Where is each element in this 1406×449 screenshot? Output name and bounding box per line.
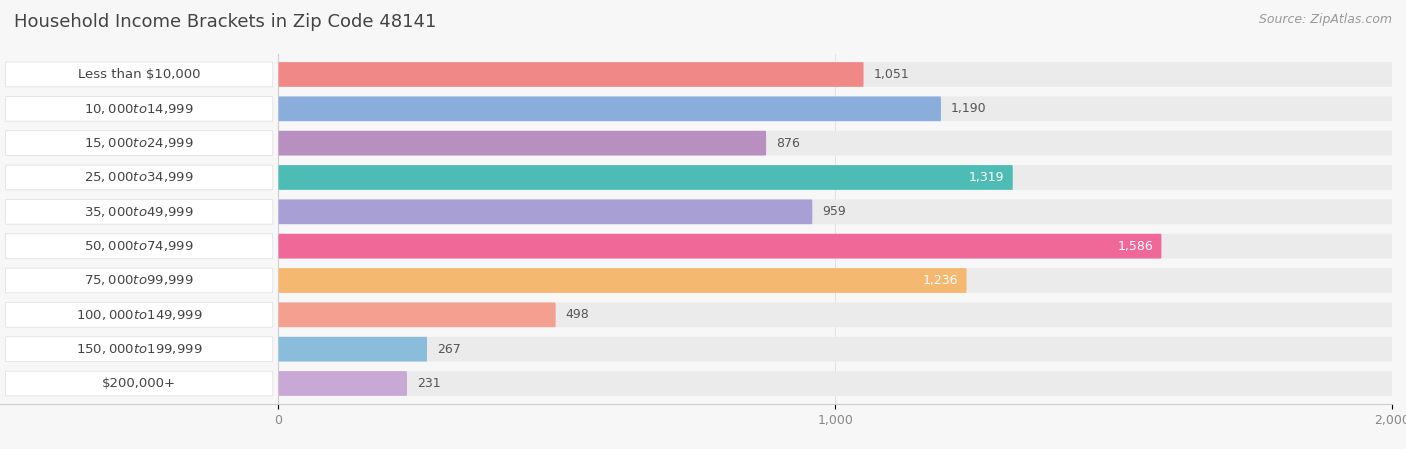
Text: 959: 959 xyxy=(823,205,846,218)
FancyBboxPatch shape xyxy=(278,371,406,396)
FancyBboxPatch shape xyxy=(6,62,273,87)
FancyBboxPatch shape xyxy=(278,165,1392,190)
FancyBboxPatch shape xyxy=(278,131,766,155)
FancyBboxPatch shape xyxy=(278,97,941,121)
Text: 1,236: 1,236 xyxy=(922,274,959,287)
FancyBboxPatch shape xyxy=(6,303,273,327)
FancyBboxPatch shape xyxy=(278,199,1392,224)
FancyBboxPatch shape xyxy=(278,234,1392,259)
FancyBboxPatch shape xyxy=(278,199,813,224)
FancyBboxPatch shape xyxy=(278,131,1392,155)
Text: 498: 498 xyxy=(565,308,589,321)
FancyBboxPatch shape xyxy=(278,337,1392,361)
FancyBboxPatch shape xyxy=(6,165,273,190)
FancyBboxPatch shape xyxy=(6,371,273,396)
FancyBboxPatch shape xyxy=(278,337,427,361)
Text: 1,051: 1,051 xyxy=(873,68,910,81)
Text: Less than $10,000: Less than $10,000 xyxy=(77,68,201,81)
Text: $25,000 to $34,999: $25,000 to $34,999 xyxy=(84,171,194,185)
FancyBboxPatch shape xyxy=(6,234,273,259)
FancyBboxPatch shape xyxy=(278,268,966,293)
FancyBboxPatch shape xyxy=(278,371,1392,396)
FancyBboxPatch shape xyxy=(278,97,1392,121)
FancyBboxPatch shape xyxy=(278,165,1012,190)
Text: $75,000 to $99,999: $75,000 to $99,999 xyxy=(84,273,194,287)
FancyBboxPatch shape xyxy=(6,199,273,224)
FancyBboxPatch shape xyxy=(6,131,273,155)
FancyBboxPatch shape xyxy=(278,62,1392,87)
FancyBboxPatch shape xyxy=(6,337,273,361)
Text: $150,000 to $199,999: $150,000 to $199,999 xyxy=(76,342,202,356)
Text: $15,000 to $24,999: $15,000 to $24,999 xyxy=(84,136,194,150)
FancyBboxPatch shape xyxy=(6,268,273,293)
FancyBboxPatch shape xyxy=(6,97,273,121)
Text: 1,190: 1,190 xyxy=(950,102,987,115)
Text: $10,000 to $14,999: $10,000 to $14,999 xyxy=(84,102,194,116)
Text: 231: 231 xyxy=(418,377,440,390)
Text: 1,319: 1,319 xyxy=(969,171,1004,184)
Text: $200,000+: $200,000+ xyxy=(103,377,176,390)
Text: Household Income Brackets in Zip Code 48141: Household Income Brackets in Zip Code 48… xyxy=(14,13,436,31)
Text: 267: 267 xyxy=(437,343,461,356)
FancyBboxPatch shape xyxy=(278,234,1161,259)
FancyBboxPatch shape xyxy=(278,303,1392,327)
Text: 876: 876 xyxy=(776,136,800,150)
FancyBboxPatch shape xyxy=(278,268,1392,293)
Text: Source: ZipAtlas.com: Source: ZipAtlas.com xyxy=(1258,13,1392,26)
Text: $50,000 to $74,999: $50,000 to $74,999 xyxy=(84,239,194,253)
Text: $35,000 to $49,999: $35,000 to $49,999 xyxy=(84,205,194,219)
Text: 1,586: 1,586 xyxy=(1118,240,1153,253)
FancyBboxPatch shape xyxy=(278,62,863,87)
Text: $100,000 to $149,999: $100,000 to $149,999 xyxy=(76,308,202,322)
FancyBboxPatch shape xyxy=(278,303,555,327)
